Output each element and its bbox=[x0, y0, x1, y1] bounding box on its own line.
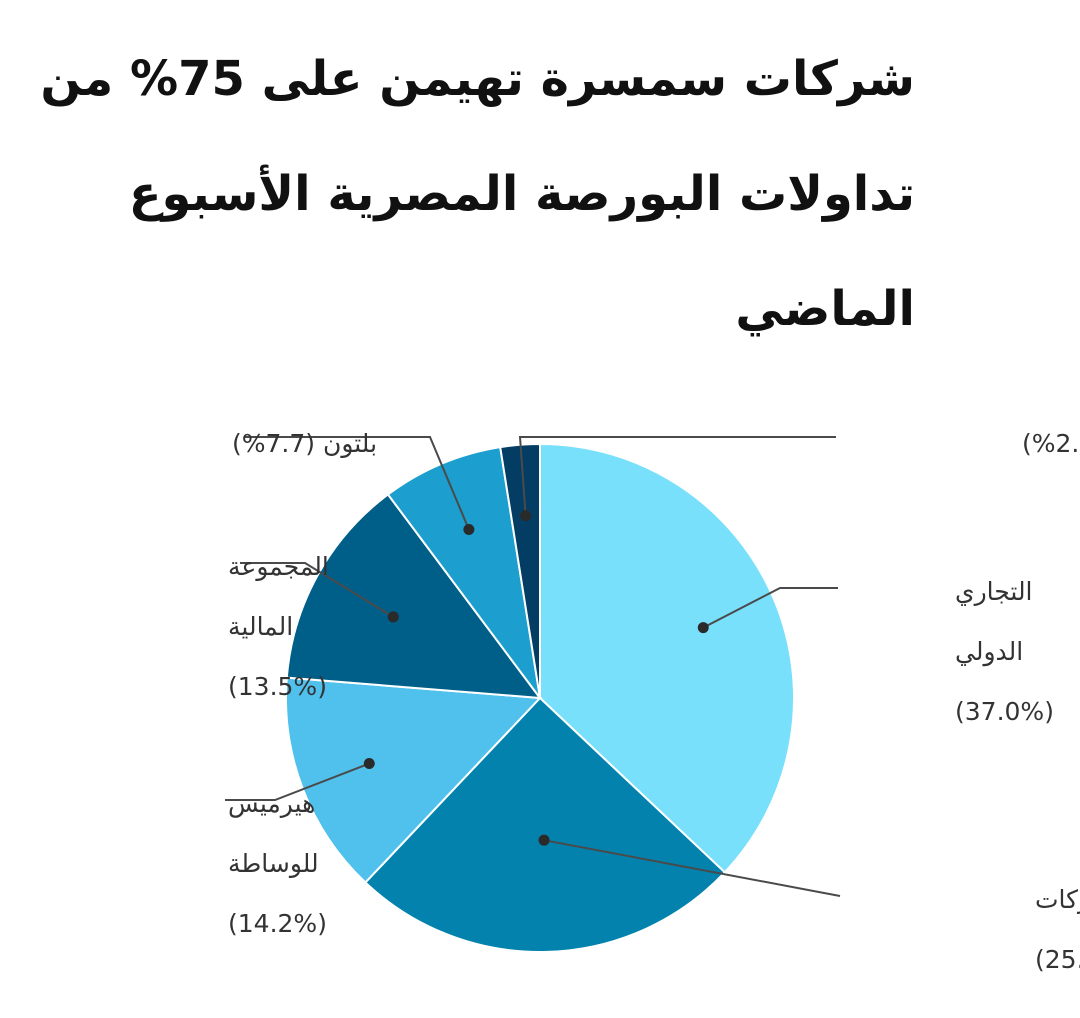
leader-dot bbox=[363, 758, 375, 770]
leader-line bbox=[518, 436, 836, 516]
leader-dot bbox=[387, 611, 399, 623]
slice-percent-label: (13.5%) bbox=[228, 672, 327, 701]
chart-title: شركات سمسرة تهيمن على 75% من تداولات الب… bbox=[40, 51, 915, 337]
slice-label: باقي الشركات bbox=[1035, 885, 1080, 914]
slice-percent-label: (37.0%) bbox=[955, 697, 1054, 726]
slice-labels: التجاري الدولي (37.0%) باقي الشركات (25.0%) ه… bbox=[228, 429, 1080, 974]
slice-label: نعيم (2.5%) bbox=[1022, 429, 1080, 459]
leader-dot bbox=[463, 524, 475, 536]
pie-slices bbox=[285, 442, 795, 953]
leader-dot bbox=[538, 834, 550, 846]
slice-label: التجاري bbox=[955, 577, 1033, 606]
pie-slice bbox=[539, 442, 795, 874]
slice-label: هيرميس bbox=[228, 789, 315, 818]
slice-label: للوساطة bbox=[228, 849, 319, 878]
leader-line bbox=[245, 436, 470, 530]
slice-label: المالية bbox=[228, 612, 293, 641]
leader-line bbox=[225, 762, 370, 801]
leader-lines bbox=[225, 436, 841, 897]
slice-percent-label: (25.0%) bbox=[1035, 945, 1080, 974]
pie-slice bbox=[285, 493, 543, 700]
leader-line bbox=[702, 587, 838, 629]
slice-percent-label: (14.2%) bbox=[228, 909, 327, 938]
leader-dot bbox=[697, 622, 709, 634]
pie-slice bbox=[363, 696, 727, 953]
slice-label: بلتون (7.7%) bbox=[232, 429, 377, 458]
leader-line bbox=[543, 839, 841, 897]
leader-line bbox=[240, 562, 394, 618]
slice-label: الدولي bbox=[955, 637, 1023, 667]
slice-label: المجموعة bbox=[228, 552, 329, 581]
leader-dot bbox=[520, 510, 532, 522]
